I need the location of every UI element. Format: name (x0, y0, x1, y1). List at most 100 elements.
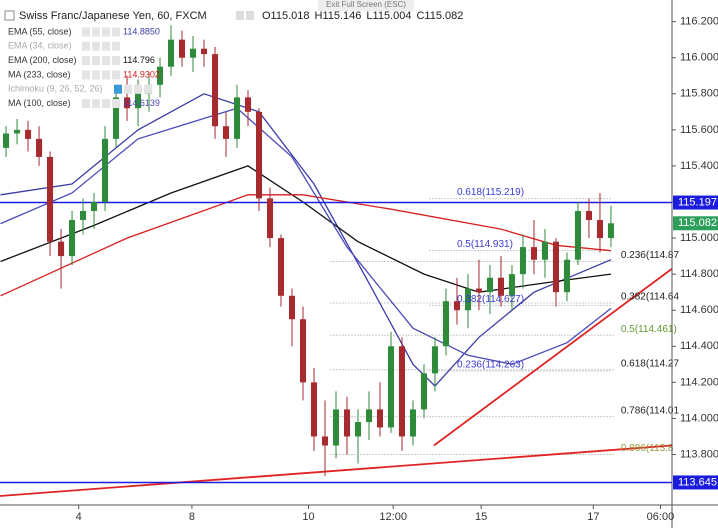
indicator-value: 114.796 (123, 55, 155, 65)
candle-body (376, 409, 384, 428)
indicator-icon[interactable] (82, 56, 90, 66)
candle-body (266, 198, 274, 239)
y-tick-label: 114.000 (680, 412, 718, 424)
candle-body (91, 202, 98, 212)
candle-body (552, 241, 559, 293)
icon[interactable] (236, 11, 244, 20)
indicator-icon[interactable] (112, 99, 120, 108)
ohlc-value: C115.082 (416, 10, 463, 22)
indicator-icon[interactable] (114, 84, 122, 94)
candle-body (211, 54, 219, 127)
candle-body (288, 295, 296, 320)
candle-body (233, 97, 241, 139)
indicator-icon[interactable] (92, 70, 100, 80)
indicator-icon[interactable] (102, 27, 110, 37)
indicator-name: Ichimoku (9, 26, 52, 26) (8, 84, 103, 94)
candle-body (14, 129, 21, 134)
exit-tab[interactable] (318, 0, 414, 11)
candle-body (431, 346, 439, 374)
candle-body (135, 93, 142, 109)
candle-body (563, 259, 570, 293)
candle-body (354, 422, 362, 437)
candle-body (541, 241, 548, 260)
plot-area (0, 25, 672, 497)
indicator-icon[interactable] (112, 70, 120, 80)
candle-body (343, 409, 351, 437)
candle-body (486, 277, 494, 293)
indicator-icon[interactable] (102, 56, 110, 66)
indicator-icon[interactable] (82, 41, 90, 51)
candle-body (607, 223, 614, 239)
price-label: 115.082 (678, 217, 717, 229)
fib-label: 0.886(113.8 (621, 443, 674, 454)
indicator-icon[interactable] (102, 99, 110, 108)
candle-body (508, 274, 515, 296)
indicator-name: EMA (34, close) (8, 41, 72, 51)
candle-body (310, 382, 318, 437)
candle-body (442, 301, 450, 347)
ohlc-value: L115.004 (366, 10, 411, 22)
candle-body (277, 238, 285, 296)
indicator-name: MA (233, close) (8, 69, 71, 79)
candle-body (464, 288, 472, 311)
indicator-icon[interactable] (92, 99, 100, 108)
legend: Swiss Franc/Japanese Yen, 60, FXCM O115.… (4, 10, 463, 108)
fib-label: 0.5(114.931) (457, 239, 513, 250)
indicator-icon[interactable] (124, 84, 132, 94)
candle-body (58, 241, 65, 257)
indicator-icon[interactable] (82, 27, 90, 37)
indicator-icon[interactable] (92, 41, 100, 51)
candle-body (574, 211, 581, 260)
candle-body (168, 39, 175, 67)
x-tick-label: 8 (189, 511, 195, 523)
candle-body (596, 220, 603, 239)
indicator-icon[interactable] (112, 27, 120, 37)
icon[interactable] (246, 11, 254, 20)
indicator-line (0, 165, 612, 293)
x-tick-label: 10 (302, 511, 314, 523)
indicator-line (0, 107, 612, 365)
candle-body (3, 133, 10, 148)
indicator-icon[interactable] (92, 56, 100, 66)
collapse-icon[interactable] (4, 10, 15, 21)
indicator-name: EMA (55, close) (8, 26, 72, 36)
price-label-box (673, 195, 718, 210)
x-tick-label: 06:00 (647, 511, 675, 523)
fib-labels: 0.618(115.219) 0.5(114.931) 0.382(114.627)… (457, 187, 680, 454)
candle-body (69, 220, 76, 257)
candle-body (47, 156, 54, 242)
exit-fullscreen[interactable]: Exit Full Screen (ESC) (326, 0, 406, 9)
candle-body (387, 346, 395, 428)
candle-body (178, 39, 186, 58)
y-tick-label: 114.200 (680, 376, 718, 388)
y-tick-label: 115.000 (680, 232, 718, 244)
indicator-icon[interactable] (144, 84, 152, 94)
indicator-icon[interactable] (102, 70, 110, 80)
y-tick-label: 113.800 (680, 448, 718, 460)
price-label: 113.645 (678, 476, 717, 488)
indicator-icon[interactable] (102, 41, 110, 51)
candle-body (200, 48, 208, 55)
indicator-icon[interactable] (82, 70, 90, 80)
y-tick-label: 115.400 (680, 160, 718, 172)
indicator-icon[interactable] (134, 84, 142, 94)
indicator-icon[interactable] (92, 27, 100, 37)
candle-body (157, 66, 164, 85)
indicator-icon[interactable] (82, 99, 90, 108)
fib-label: 0.5(114.461) (621, 324, 677, 335)
indicator-line (0, 93, 612, 387)
candle-body (475, 288, 483, 293)
candle-body (36, 138, 43, 157)
y-tick-label: 114.600 (680, 304, 718, 316)
indicator-name: MA (100, close) (8, 98, 71, 108)
fib-label: 0.382(114.627) (457, 294, 524, 305)
price-label-box (673, 475, 718, 490)
candle-body (299, 319, 307, 383)
x-tick-label: 12:00 (379, 511, 407, 523)
fib-label: 0.236(114.263) (457, 360, 524, 371)
candle-body (255, 111, 263, 199)
x-tick-label: 4 (76, 511, 82, 523)
candle-body (25, 129, 32, 139)
indicator-icon[interactable] (112, 41, 120, 51)
indicator-icon[interactable] (112, 56, 120, 66)
